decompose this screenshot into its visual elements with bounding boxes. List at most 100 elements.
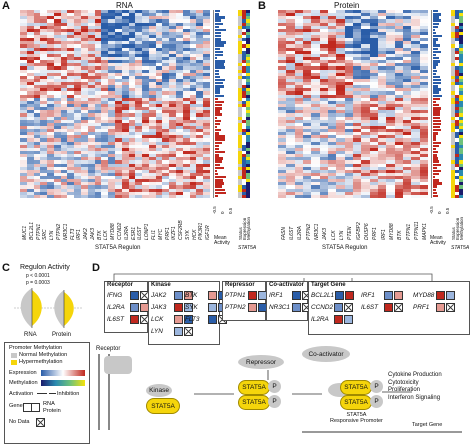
heatmap-cell [40,22,48,26]
heatmap-cell [87,113,95,117]
heatmap-cell [336,35,345,39]
activity-bar [215,119,221,123]
activity-bar [433,91,440,94]
strip-cell [246,16,250,20]
legend-methylation-gradient [41,380,85,386]
heatmap-cell [33,41,41,45]
strip-cell [242,91,246,95]
strip-cell [246,19,250,23]
heatmap-cell [128,78,136,83]
heatmap-cell [121,188,129,192]
heatmap-cell [155,50,163,54]
heatmap-cell [74,57,82,61]
heatmap-cell [60,94,68,98]
heatmap-cell [402,110,412,114]
heatmap-cell [20,35,27,39]
heatmap-cell [336,107,345,111]
activity-bar [215,38,222,41]
heatmap-cell [419,163,428,167]
heatmap-cell [47,176,54,180]
heatmap-cell [20,91,27,95]
heatmap-cell [386,85,395,89]
heatmap-cell [87,44,95,48]
heatmap-cell [377,91,387,95]
heatmap-cell [47,125,54,130]
heatmap-cell [294,69,303,73]
heatmap-cell [369,125,378,130]
heatmap-cell [336,191,345,195]
heatmap-cell [286,16,295,20]
axis-tick: 0.5 [228,207,233,214]
activity-bar [433,185,438,188]
heatmap-cell [20,169,27,173]
heatmap-cell [20,135,27,139]
heatmap-cell [361,44,370,48]
heatmap-cell [394,166,403,170]
strip-cell [455,10,459,14]
heatmap-cell [53,172,61,177]
heatmap-cell [162,166,170,170]
heatmap-cell [386,82,395,86]
heatmap-cell [53,129,61,133]
strip-cell [451,172,455,177]
heatmap-cell [344,10,353,14]
heatmap-cell [169,88,177,92]
heatmap-cell [294,60,303,64]
heatmap-cell [189,88,197,92]
heatmap-cell [108,129,115,133]
heatmap-cell [47,160,54,164]
heatmap-cell [369,35,378,39]
heatmap-cell [369,28,378,32]
heatmap-cell [169,82,177,86]
heatmap-cell [121,28,129,32]
heatmap-cell [20,69,27,73]
heatmap-cell [81,125,88,130]
heatmap-cell [402,60,412,64]
heatmap-cell [377,25,387,29]
heatmap-cell [319,47,328,51]
strip-cell [459,22,463,26]
heatmap-cell [336,85,345,89]
heatmap-cell [67,44,75,48]
heatmap-cell [369,78,378,83]
heatmap-cell [135,188,143,192]
heatmap-cell [311,141,320,145]
heatmap-cell [294,147,303,151]
heatmap-cell [344,194,353,198]
heatmap-cell [114,116,122,120]
heatmap-cell [311,194,320,198]
heatmap-cell [369,100,378,104]
heatmap-cell [278,163,287,167]
heatmap-cell [294,50,303,54]
activity-bar [433,172,440,176]
gene-label: PRF1 [372,227,379,240]
heatmap-cell [286,57,295,61]
mean-activity-bars-rna [213,10,236,198]
heatmap-cell [278,25,287,29]
heatmap-cell [336,144,345,148]
heatmap-cell [419,22,428,26]
heatmap-cell [47,154,54,158]
heatmap-cell [294,179,303,183]
heatmap-cell [135,66,143,70]
heatmap-cell [369,147,378,151]
heatmap-cell [148,176,156,180]
heatmap-cell [20,185,27,189]
heatmap-cell [114,28,122,32]
heatmap-cell [386,50,395,54]
heatmap-cell [182,38,190,42]
heatmap-cell [128,66,136,70]
heatmap-cell [155,38,163,42]
strip-cell [451,179,455,183]
strip-cell [451,78,455,83]
heatmap-cell [189,57,197,61]
heatmap-cell [361,116,370,120]
heatmap-cell [53,116,61,120]
heatmap-cell [67,179,75,183]
strip-cell [242,100,246,105]
strip-cell [238,41,242,45]
activity-bar [433,151,438,154]
heatmap-cell [361,151,370,155]
heatmap-cell [40,132,48,136]
heatmap-cell [87,166,95,170]
